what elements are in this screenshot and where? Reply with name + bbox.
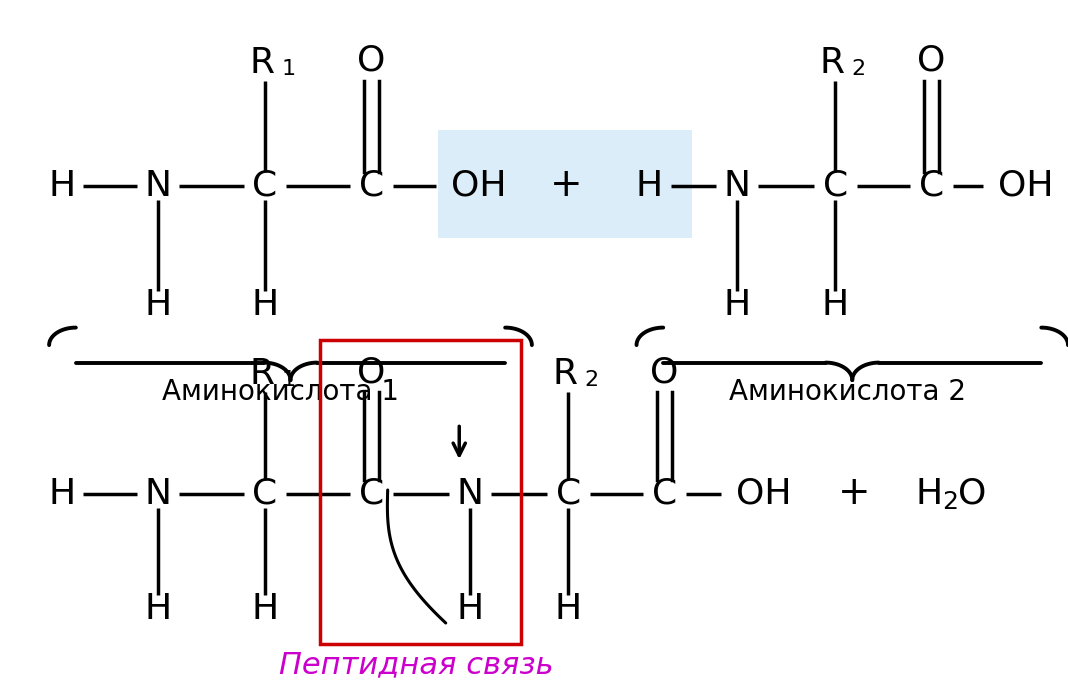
Text: N: N [144, 477, 172, 510]
Bar [438, 130, 692, 238]
Text: OH: OH [998, 169, 1053, 202]
Text: C: C [359, 169, 384, 202]
Text: R: R [249, 358, 274, 391]
Text: 2: 2 [851, 59, 866, 78]
Text: H: H [635, 169, 663, 202]
Text: O: O [358, 44, 386, 78]
Text: H: H [144, 288, 172, 321]
Text: O: O [358, 356, 386, 389]
Text: H: H [554, 592, 582, 626]
Bar [320, 340, 521, 644]
Text: C: C [252, 169, 278, 202]
Text: C: C [651, 477, 677, 510]
Text: OH: OH [451, 169, 506, 202]
Text: O: O [958, 477, 986, 510]
Text: H: H [915, 477, 943, 510]
Text: C: C [252, 477, 278, 510]
Text: N: N [723, 169, 751, 202]
Text: 2: 2 [584, 370, 599, 390]
Text: Аминокислота 1: Аминокислота 1 [162, 378, 399, 406]
Text: C: C [918, 169, 944, 202]
Text: R: R [819, 46, 845, 80]
Text: C: C [822, 169, 848, 202]
Text: H: H [48, 169, 76, 202]
Text: N: N [456, 477, 484, 510]
Text: H: H [251, 288, 279, 321]
Text: C: C [555, 477, 581, 510]
Text: N: N [144, 169, 172, 202]
Text: H: H [144, 592, 172, 626]
Text: H: H [821, 288, 849, 321]
Text: H: H [456, 592, 484, 626]
Text: +: + [838, 475, 870, 512]
Text: OH: OH [736, 477, 791, 510]
Text: 1: 1 [281, 370, 296, 390]
Text: Пептидная связь: Пептидная связь [279, 650, 554, 680]
Text: +: + [550, 167, 582, 204]
Text: R: R [249, 46, 274, 80]
Text: C: C [359, 477, 384, 510]
Text: O: O [650, 356, 678, 389]
Text: 2: 2 [943, 490, 958, 514]
Text: H: H [48, 477, 76, 510]
Text: Аминокислота 2: Аминокислота 2 [729, 378, 967, 406]
Text: 1: 1 [281, 59, 296, 78]
Text: R: R [552, 358, 578, 391]
Text: H: H [251, 592, 279, 626]
Text: H: H [723, 288, 751, 321]
Text: O: O [917, 44, 945, 78]
